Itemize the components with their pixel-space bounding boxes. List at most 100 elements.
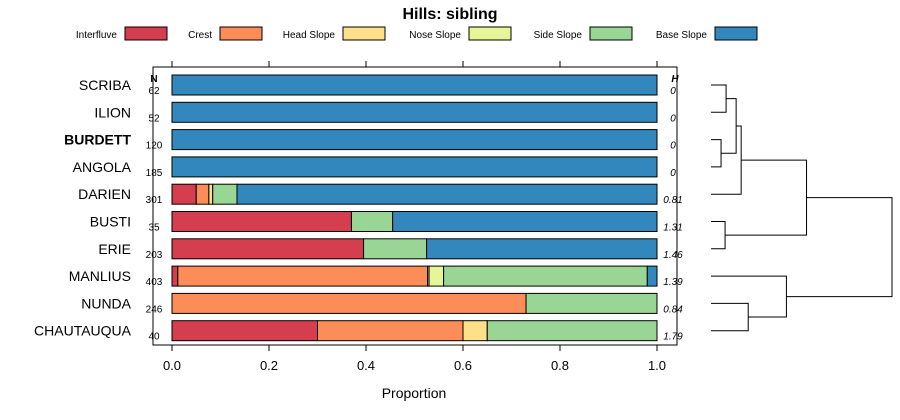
row-nunda: NUNDA 246 0.84 [81, 292, 683, 315]
dendrogram-link [711, 139, 722, 168]
bar-segment-crest [171, 292, 527, 314]
legend-swatch-side-slope [589, 26, 633, 41]
legend-label-side-slope: Side Slope [534, 30, 583, 41]
bar-segment-base-slope [171, 101, 658, 123]
legend-swatch-head-slope [342, 26, 386, 41]
dendrogram-link [786, 197, 893, 298]
dendrogram-link [711, 302, 749, 332]
n-value: 62 [148, 86, 160, 97]
dendrogram-link [725, 159, 808, 236]
dendrogram-link [711, 275, 787, 318]
bar-segment-base-slope [646, 265, 658, 287]
dendrogram-link [721, 98, 737, 154]
h-value: 0.84 [663, 304, 683, 315]
row-chautauqua: CHAUTAUQUA 40 1.79 [34, 320, 683, 343]
bar-segment-side-slope [525, 292, 658, 314]
n-value: 52 [148, 113, 160, 124]
h-value: 1.31 [663, 223, 682, 234]
h-value: 0 [670, 86, 676, 97]
row-darien: DARIEN 301 0.81 [78, 183, 683, 206]
legend-label-crest: Crest [188, 30, 212, 41]
dendrogram-link [711, 125, 742, 195]
bar-segment-crest [195, 183, 210, 205]
bar-segment-side-slope [443, 265, 648, 287]
legend-label-interfluve: Interfluve [76, 30, 118, 41]
legend: Interfluve Crest Head Slope Nose Slope Side … [76, 26, 758, 41]
row-burdett: BURDETT 120 0 [64, 129, 676, 152]
h-value: 1.79 [663, 332, 683, 343]
chart-title: Hills: sibling [402, 6, 497, 23]
bar-segment-interfluve [171, 238, 365, 260]
h-value: 0.81 [663, 195, 682, 206]
row-scriba: SCRIBA 62 0 [79, 74, 676, 97]
rows: SCRIBA 62 0 ILION 52 0 BURDETT 120 0 ANGOLA 185 0 DA… [34, 74, 683, 343]
bar-segment-base-slope [171, 74, 658, 96]
bar-segment-base-slope [392, 211, 658, 232]
dendrogram-link [711, 221, 726, 250]
bar-segment-interfluve [171, 183, 197, 205]
row-busti: BUSTI 35 1.31 [90, 211, 683, 234]
bar-segment-nose-slope [428, 265, 445, 287]
n-value: 35 [148, 223, 160, 234]
row-label: MANLIUS [69, 268, 131, 284]
x-axis: 0.0 0.2 0.4 0.6 0.8 1.0 [163, 61, 666, 373]
h-value: 1.39 [663, 277, 683, 288]
n-value: 301 [146, 195, 163, 206]
row-label: CHAUTAUQUA [34, 323, 132, 339]
n-value: 203 [146, 250, 163, 261]
bar-segment-side-slope [212, 183, 238, 205]
x-axis-label: Proportion [382, 385, 447, 401]
bar-segment-side-slope [350, 211, 394, 232]
dendrogram [711, 84, 893, 332]
row-label: NUNDA [81, 295, 131, 311]
x-tick-label: 0.0 [163, 358, 181, 373]
bar-segment-head-slope [208, 183, 214, 205]
bar-segment-head-slope [462, 320, 488, 342]
legend-swatch-crest [219, 26, 263, 41]
x-tick-label: 0.8 [551, 358, 569, 373]
bar-segment-interfluve [171, 320, 318, 342]
h-column-header: H [671, 74, 679, 85]
x-tick-label: 0.6 [454, 358, 472, 373]
legend-label-nose-slope: Nose Slope [409, 30, 461, 41]
row-label: BUSTI [90, 214, 131, 230]
h-value: 1.46 [663, 250, 683, 261]
h-value: 0 [670, 168, 676, 179]
bar-segment-side-slope [363, 238, 428, 260]
row-erie: ERIE 203 1.46 [98, 238, 683, 261]
row-manlius: MANLIUS 403 1.39 [69, 265, 683, 288]
plot-frame [152, 66, 678, 346]
dendrogram-link [711, 84, 727, 113]
row-angola: ANGOLA 185 0 [73, 156, 676, 179]
row-ilion: ILION 52 0 [94, 101, 676, 124]
bar-segment-interfluve [171, 265, 179, 287]
legend-swatch-base-slope [714, 26, 758, 41]
n-column-header: N [150, 74, 157, 85]
bar-segment-side-slope [486, 320, 658, 342]
bar-segment-base-slope [171, 156, 658, 178]
n-value: 246 [146, 304, 163, 315]
n-value: 40 [148, 332, 160, 343]
legend-label-base-slope: Base Slope [656, 30, 708, 41]
x-tick-label: 1.0 [648, 358, 666, 373]
bar-segment-interfluve [171, 211, 352, 232]
legend-swatch-nose-slope [468, 26, 512, 41]
bar-segment-base-slope [236, 183, 658, 205]
legend-label-head-slope: Head Slope [283, 30, 336, 41]
bar-segment-base-slope [426, 238, 658, 260]
bar-segment-base-slope [171, 129, 658, 151]
row-label: ILION [94, 104, 131, 120]
bar-segment-crest [177, 265, 429, 287]
row-label: ANGOLA [73, 159, 132, 175]
legend-swatch-interfluve [124, 26, 168, 41]
n-value: 403 [146, 277, 163, 288]
h-value: 0 [670, 113, 676, 124]
bar-segment-crest [317, 320, 464, 342]
n-value: 120 [146, 141, 163, 152]
x-tick-label: 0.2 [260, 358, 278, 373]
n-value: 185 [146, 168, 163, 179]
row-label: BURDETT [64, 132, 131, 148]
h-value: 0 [670, 141, 676, 152]
